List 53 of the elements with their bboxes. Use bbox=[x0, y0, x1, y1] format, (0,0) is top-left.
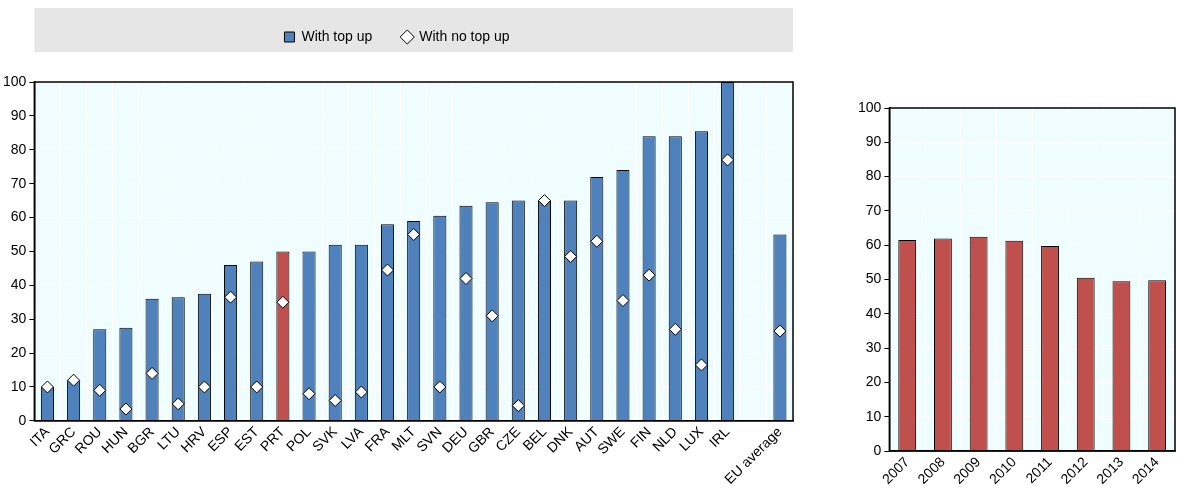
point bbox=[407, 227, 421, 241]
point bbox=[433, 380, 447, 394]
point bbox=[616, 294, 630, 308]
y-tick-label: 60 bbox=[865, 236, 882, 253]
point bbox=[721, 153, 735, 167]
y-tick-label: 80 bbox=[10, 140, 27, 157]
point bbox=[354, 385, 368, 399]
point bbox=[328, 394, 342, 408]
point bbox=[668, 322, 682, 336]
y-tick-label: 60 bbox=[10, 208, 27, 225]
y-tick-label: 90 bbox=[10, 106, 27, 123]
y-tick-label: 0 bbox=[873, 441, 882, 458]
point bbox=[381, 263, 395, 277]
point bbox=[642, 268, 656, 282]
point bbox=[276, 295, 290, 309]
y-tick-label: 20 bbox=[865, 373, 882, 390]
y-tick-label: 30 bbox=[10, 310, 27, 327]
point bbox=[93, 383, 107, 397]
y-tick-label: 50 bbox=[10, 242, 27, 259]
point bbox=[250, 380, 264, 394]
point bbox=[590, 234, 604, 248]
y-tick-label: 10 bbox=[865, 407, 882, 424]
y-tick-label: 100 bbox=[858, 98, 882, 115]
point bbox=[773, 324, 787, 338]
y-tick-label: 10 bbox=[10, 377, 27, 394]
y-tick-label: 70 bbox=[10, 174, 27, 191]
y-tick-label: 70 bbox=[865, 201, 882, 218]
y-tick-label: 40 bbox=[10, 276, 27, 293]
legend-label: With top up bbox=[301, 27, 373, 44]
y-tick-label: 80 bbox=[865, 167, 882, 184]
point bbox=[119, 402, 133, 416]
point bbox=[224, 290, 238, 304]
point bbox=[485, 309, 499, 323]
point bbox=[564, 250, 578, 264]
y-tick-label: 30 bbox=[865, 339, 882, 356]
x-tick-label: IRL bbox=[705, 423, 733, 451]
point bbox=[511, 399, 525, 413]
y-tick-label: 50 bbox=[865, 270, 882, 287]
y-tick-label: 100 bbox=[3, 72, 27, 89]
legend-label: With no top up bbox=[419, 27, 510, 44]
point bbox=[197, 380, 211, 394]
y-tick-label: 90 bbox=[865, 133, 882, 150]
y-tick-label: 20 bbox=[10, 343, 27, 360]
point bbox=[694, 358, 708, 372]
point bbox=[67, 373, 81, 387]
point bbox=[171, 397, 185, 411]
y-tick-label: 0 bbox=[18, 411, 27, 428]
point bbox=[537, 194, 551, 208]
point bbox=[459, 272, 473, 286]
point bbox=[145, 366, 159, 380]
point bbox=[302, 387, 316, 401]
y-tick-label: 40 bbox=[865, 304, 882, 321]
point bbox=[40, 380, 54, 394]
